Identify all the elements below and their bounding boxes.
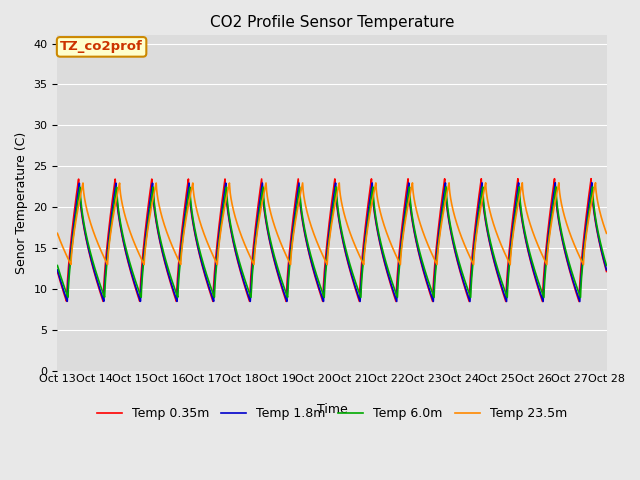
Temp 6.0m xyxy=(603,263,611,268)
Line: Temp 6.0m: Temp 6.0m xyxy=(58,187,607,298)
Text: TZ_co2prof: TZ_co2prof xyxy=(60,40,143,53)
Temp 1.8m xyxy=(486,239,493,244)
Temp 1.8m xyxy=(576,299,584,304)
Temp 23.5m xyxy=(486,207,493,213)
Temp 1.8m xyxy=(408,212,415,218)
Line: Temp 1.8m: Temp 1.8m xyxy=(58,183,607,301)
Temp 6.0m xyxy=(589,184,596,190)
Temp 6.0m xyxy=(165,269,173,275)
Line: Temp 23.5m: Temp 23.5m xyxy=(58,183,607,264)
Temp 6.0m xyxy=(171,286,179,292)
Temp 23.5m xyxy=(601,225,609,231)
Line: Temp 0.35m: Temp 0.35m xyxy=(58,179,607,301)
Temp 23.5m xyxy=(171,249,179,255)
Temp 23.5m xyxy=(603,230,611,236)
Temp 6.0m xyxy=(577,295,584,300)
Temp 1.8m xyxy=(259,192,267,198)
Temp 0.35m xyxy=(603,269,611,275)
Temp 0.35m xyxy=(165,275,173,281)
Temp 1.8m xyxy=(603,267,611,273)
Temp 1.8m xyxy=(588,180,596,186)
Temp 1.8m xyxy=(601,260,609,266)
Legend: Temp 0.35m, Temp 1.8m, Temp 6.0m, Temp 23.5m: Temp 0.35m, Temp 1.8m, Temp 6.0m, Temp 2… xyxy=(92,402,572,425)
Temp 23.5m xyxy=(580,262,588,267)
Temp 23.5m xyxy=(54,230,61,236)
Temp 6.0m xyxy=(601,256,609,262)
Temp 23.5m xyxy=(259,195,267,201)
Temp 1.8m xyxy=(165,274,173,279)
Temp 0.35m xyxy=(575,299,583,304)
Temp 1.8m xyxy=(54,267,61,273)
Temp 0.35m xyxy=(588,176,595,181)
Temp 0.35m xyxy=(54,269,61,275)
X-axis label: Time: Time xyxy=(317,403,348,416)
Temp 0.35m xyxy=(486,240,493,246)
Temp 0.35m xyxy=(259,197,267,203)
Temp 0.35m xyxy=(171,294,179,300)
Temp 23.5m xyxy=(165,235,173,241)
Temp 6.0m xyxy=(54,263,61,268)
Temp 6.0m xyxy=(408,209,415,215)
Temp 6.0m xyxy=(486,236,493,241)
Title: CO2 Profile Sensor Temperature: CO2 Profile Sensor Temperature xyxy=(210,15,454,30)
Y-axis label: Senor Temperature (C): Senor Temperature (C) xyxy=(15,132,28,275)
Temp 0.35m xyxy=(408,215,415,220)
Temp 0.35m xyxy=(601,262,609,267)
Temp 23.5m xyxy=(591,180,599,186)
Temp 1.8m xyxy=(171,292,179,298)
Temp 23.5m xyxy=(408,184,415,190)
Temp 6.0m xyxy=(259,185,267,191)
